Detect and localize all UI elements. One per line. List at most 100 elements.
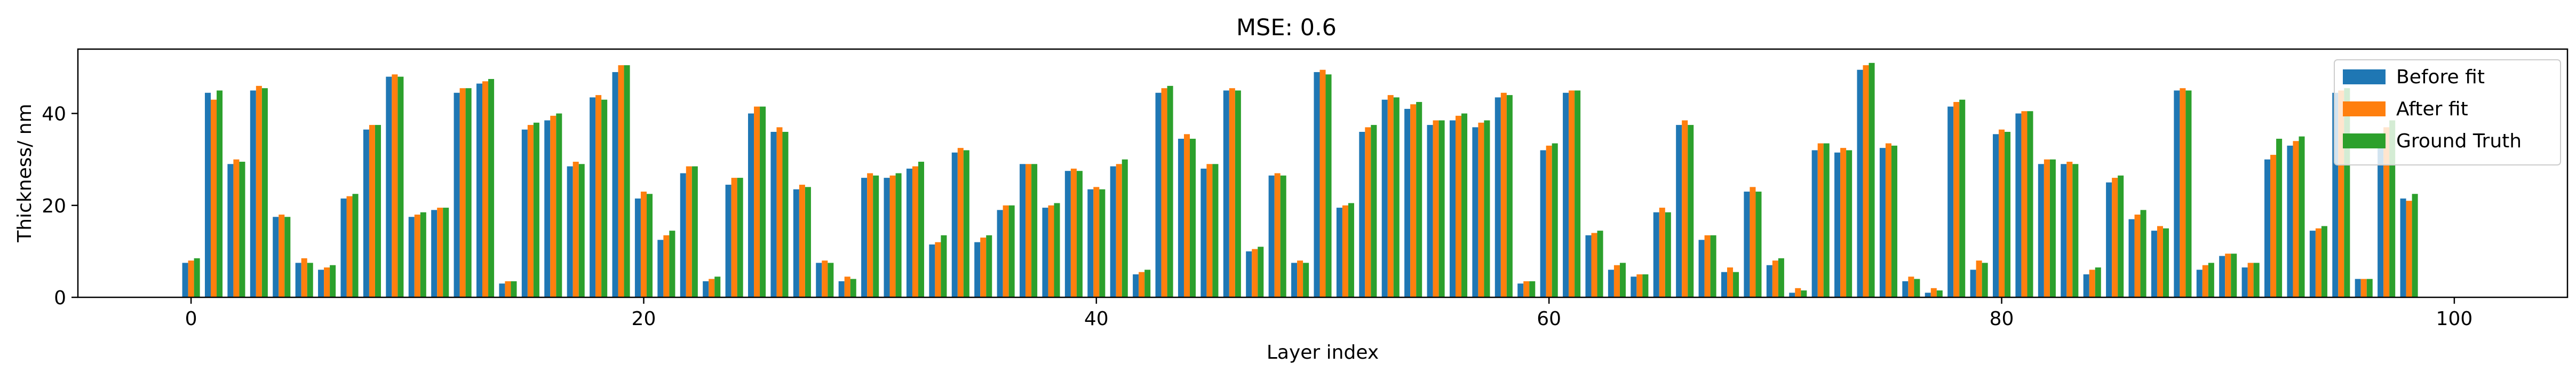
bar: [330, 265, 336, 297]
bar: [1438, 120, 1445, 297]
bar: [986, 235, 992, 297]
bar: [2112, 178, 2118, 297]
bar: [1698, 240, 1705, 297]
bar: [2140, 210, 2146, 297]
bar: [1359, 132, 1365, 297]
bar: [210, 99, 217, 297]
bar: [2332, 92, 2339, 297]
bar: [408, 217, 415, 297]
bar: [1608, 270, 1614, 297]
bar: [1325, 74, 1332, 298]
bars-group: [182, 62, 2418, 298]
bar: [431, 210, 438, 297]
bar: [1517, 283, 1524, 297]
bar: [737, 178, 743, 297]
bar: [754, 106, 760, 297]
bar: [793, 189, 799, 297]
bar: [1093, 187, 1100, 297]
bar: [318, 270, 324, 297]
bar: [1139, 272, 1145, 297]
x-tick-label: 20: [632, 308, 656, 330]
bar: [1161, 88, 1167, 297]
bar: [1348, 203, 1354, 297]
bar: [1676, 125, 1682, 297]
bar: [2231, 254, 2237, 297]
bar: [884, 178, 890, 297]
bar: [1529, 281, 1536, 297]
bar: [1902, 281, 1909, 297]
bar: [261, 88, 268, 297]
bar: [2005, 132, 2011, 297]
bar: [1003, 205, 1009, 297]
bar: [941, 235, 947, 297]
bar: [1591, 233, 1597, 297]
bar: [1840, 148, 1847, 297]
bar: [2015, 113, 2022, 297]
bar: [918, 161, 925, 297]
bar: [1688, 125, 1694, 297]
bar: [2293, 141, 2299, 297]
bar: [997, 210, 1003, 297]
bar: [1636, 274, 1643, 297]
bar: [895, 173, 902, 297]
bar: [1494, 97, 1501, 298]
bar: [217, 90, 223, 297]
bar: [511, 281, 517, 297]
bar: [2083, 274, 2089, 297]
bar: [465, 88, 472, 297]
bar: [1772, 260, 1778, 297]
bar: [1122, 159, 1128, 297]
bar: [1506, 95, 1513, 298]
legend-swatch: [2343, 133, 2386, 148]
bar: [1020, 164, 1026, 297]
bar: [1563, 92, 1569, 297]
bar: [239, 161, 245, 297]
bar: [957, 148, 964, 297]
bar: [1144, 270, 1151, 297]
bar: [1914, 279, 1920, 297]
bar: [2162, 228, 2169, 297]
bar: [2241, 267, 2248, 297]
bar: [1258, 247, 1264, 297]
bar: [1280, 175, 1286, 297]
bar: [1008, 205, 1015, 297]
bar: [1229, 88, 1235, 297]
bar: [2247, 263, 2254, 297]
bar: [1427, 125, 1433, 297]
bar: [521, 129, 528, 297]
bar: [1381, 99, 1388, 297]
bar: [2270, 155, 2277, 297]
bar: [1846, 150, 1853, 297]
y-tick-label: 0: [54, 287, 66, 309]
legend-swatch: [2343, 69, 2386, 84]
bar: [459, 88, 466, 297]
bar: [527, 125, 534, 297]
bar: [2185, 90, 2192, 297]
bar: [974, 242, 981, 297]
bar: [2180, 88, 2186, 297]
bar: [2299, 136, 2305, 298]
bar: [1755, 191, 1762, 297]
legend: Before fit After fit Ground Truth: [2334, 59, 2561, 165]
bar: [776, 127, 783, 297]
bar: [1523, 281, 1530, 297]
x-tick-label: 40: [1084, 308, 1109, 330]
bar: [414, 215, 420, 297]
bar: [363, 129, 369, 297]
bar: [1710, 235, 1716, 297]
bar: [1575, 90, 1581, 297]
bar: [590, 97, 596, 298]
bar: [663, 235, 670, 297]
bar: [1472, 127, 1478, 297]
bar: [295, 263, 301, 297]
bar: [1031, 164, 1038, 297]
y-tick-label: 40: [42, 104, 66, 125]
bar: [1461, 113, 1468, 297]
bar: [2066, 161, 2073, 297]
bar: [1750, 187, 1756, 297]
bar: [686, 166, 692, 297]
y-tick-label: 20: [42, 195, 66, 217]
bar: [1048, 205, 1054, 297]
bar: [646, 194, 653, 297]
bar: [624, 65, 630, 297]
